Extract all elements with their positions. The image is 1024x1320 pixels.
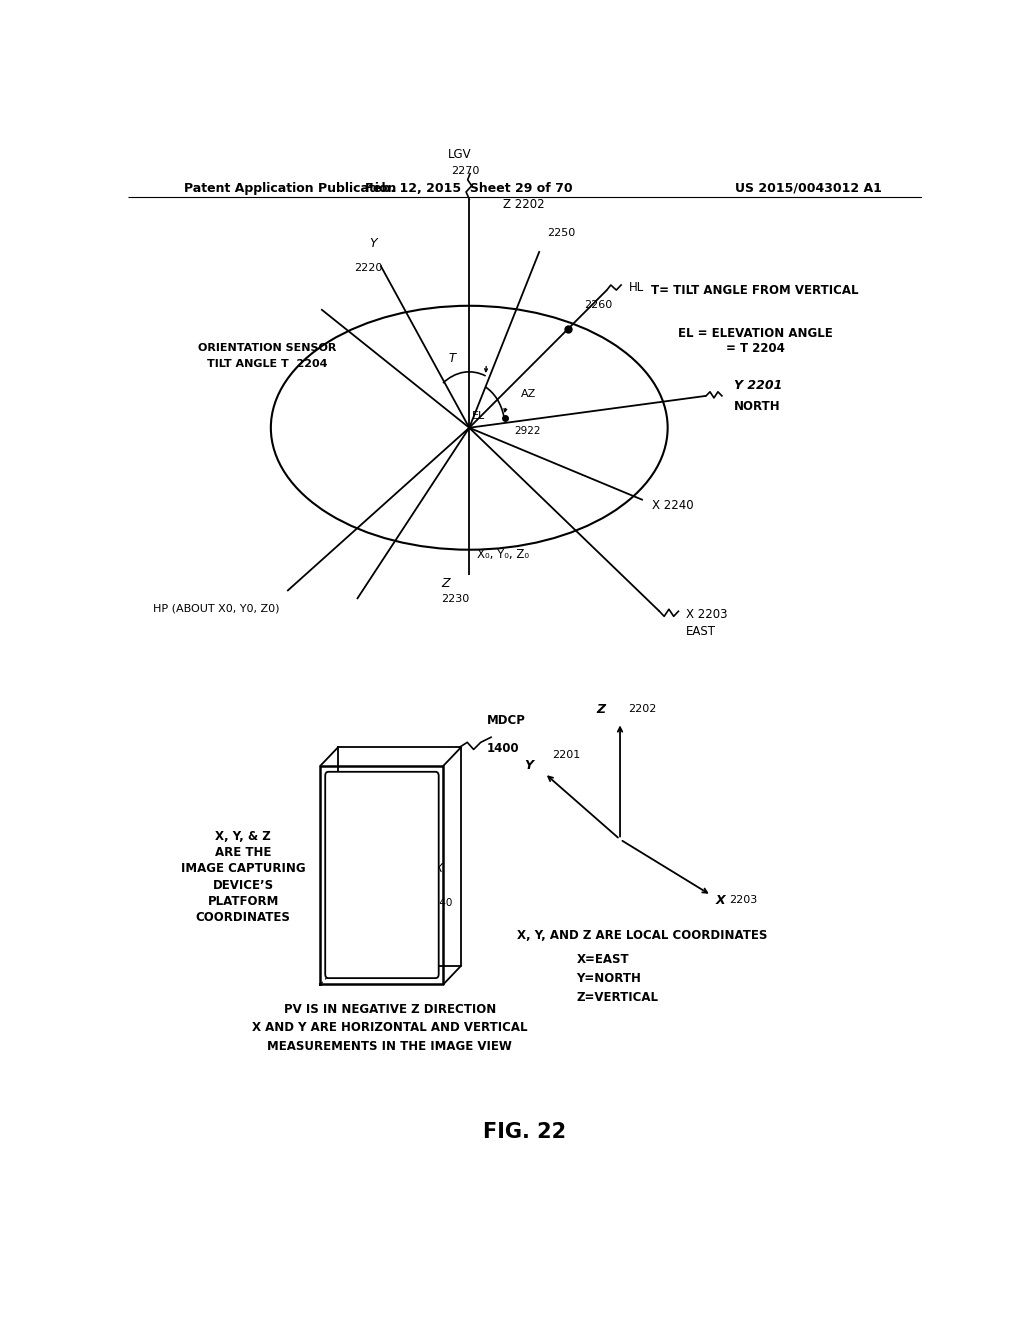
Text: COORDINATES: COORDINATES [196,911,291,924]
Text: 2270: 2270 [452,166,479,176]
Text: ORIENTATION SENSOR: ORIENTATION SENSOR [198,343,336,354]
Text: 2922: 2922 [514,426,541,436]
Text: DEVICE’S: DEVICE’S [213,879,273,891]
Text: PLATFORM: PLATFORM [208,895,279,908]
Text: Y: Y [369,238,377,251]
Text: 2250: 2250 [548,228,575,238]
Text: X=EAST: X=EAST [577,953,629,966]
Text: FIG. 22: FIG. 22 [483,1122,566,1142]
Text: 2230: 2230 [348,952,375,961]
Text: = T 2204: = T 2204 [726,342,784,355]
Text: HL: HL [629,281,644,293]
Text: 2202: 2202 [628,705,656,714]
Text: 2230: 2230 [441,594,469,603]
Text: X, Y, & Z: X, Y, & Z [215,830,271,843]
Text: AZ: AZ [521,389,537,399]
Text: Feb. 12, 2015  Sheet 29 of 70: Feb. 12, 2015 Sheet 29 of 70 [366,182,573,195]
Text: IMAGE CAPTURING: IMAGE CAPTURING [181,862,305,875]
Text: X 2203: X 2203 [686,607,727,620]
Text: NORTH: NORTH [734,400,780,413]
Text: Patent Application Publication: Patent Application Publication [183,182,396,195]
Text: Z=VERTICAL: Z=VERTICAL [577,991,658,1005]
Text: X AND Y ARE HORIZONTAL AND VERTICAL: X AND Y ARE HORIZONTAL AND VERTICAL [252,1022,527,1035]
Text: HP (ABOUT X0, Y0, Z0): HP (ABOUT X0, Y0, Z0) [153,603,280,614]
Text: EL: EL [472,411,485,421]
Text: X: X [434,862,442,875]
Text: Y: Y [523,759,532,772]
Text: MDCP: MDCP [487,714,526,727]
Text: 2260: 2260 [584,301,612,310]
FancyBboxPatch shape [326,772,438,978]
Text: LGV: LGV [447,148,471,161]
Text: T= TILT ANGLE FROM VERTICAL: T= TILT ANGLE FROM VERTICAL [651,284,859,297]
Text: Y 2201: Y 2201 [734,379,782,392]
Text: TILT ANGLE T  2204: TILT ANGLE T 2204 [207,359,327,368]
Text: Z: Z [441,577,450,590]
Text: Z 2202: Z 2202 [503,198,544,211]
Text: 1400: 1400 [487,742,520,755]
Text: ARE THE: ARE THE [215,846,271,859]
Text: Y: Y [387,791,394,804]
Text: 2240: 2240 [427,898,453,908]
Text: Y=NORTH: Y=NORTH [577,972,641,985]
Text: X: X [715,894,725,907]
Text: 2203: 2203 [729,895,758,906]
Text: MEASUREMENTS IN THE IMAGE VIEW: MEASUREMENTS IN THE IMAGE VIEW [267,1040,512,1053]
Text: T: T [449,352,456,366]
Text: US 2015/0043012 A1: US 2015/0043012 A1 [735,182,882,195]
Text: X₀, Y₀, Z₀: X₀, Y₀, Z₀ [476,548,528,561]
Text: EL = ELEVATION ANGLE: EL = ELEVATION ANGLE [678,327,833,339]
Text: Z: Z [597,702,606,715]
Text: 2201: 2201 [553,750,581,760]
Text: Z: Z [344,913,352,927]
Text: EAST: EAST [686,626,716,638]
Text: 2220: 2220 [353,264,382,273]
Text: X, Y, AND Z ARE LOCAL COORDINATES: X, Y, AND Z ARE LOCAL COORDINATES [517,929,767,942]
Text: X 2240: X 2240 [652,499,694,512]
Text: PV IS IN NEGATIVE Z DIRECTION: PV IS IN NEGATIVE Z DIRECTION [284,1003,496,1016]
Text: 2220: 2220 [377,817,403,826]
